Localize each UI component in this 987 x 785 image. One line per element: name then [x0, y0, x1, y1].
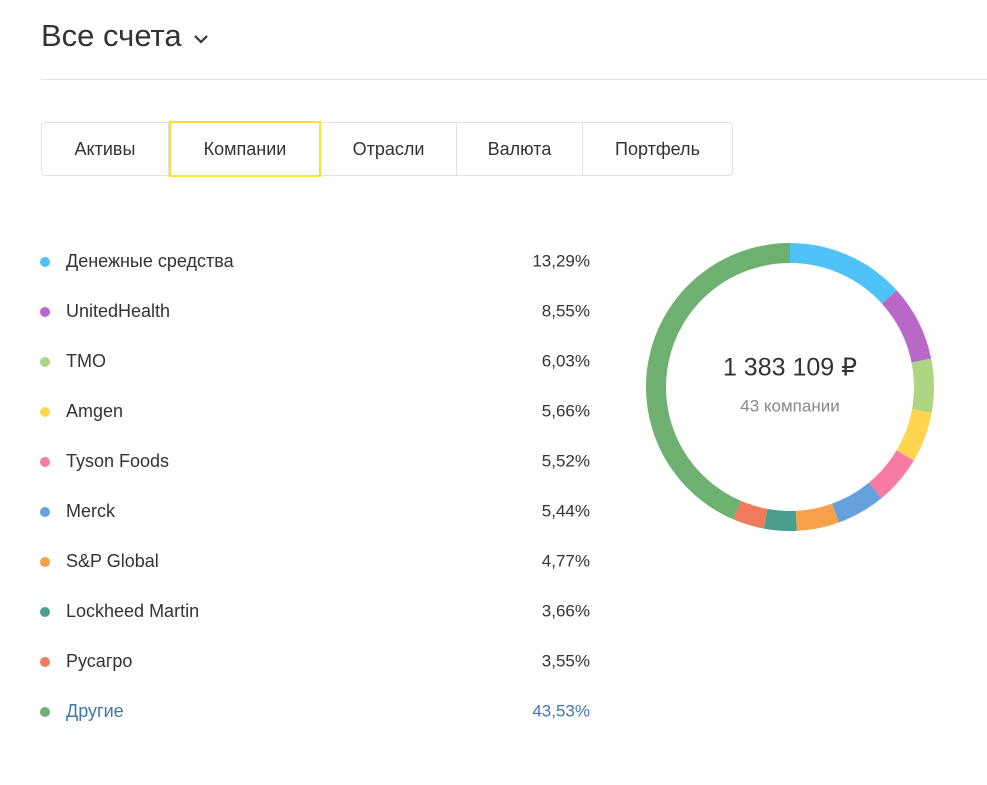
donut-total: 1 383 109 ₽: [723, 354, 857, 382]
value-label: 3,55%: [542, 651, 590, 670]
donut-segment: [896, 408, 932, 461]
legend-dot: [40, 707, 50, 717]
donut-segment: [868, 450, 914, 499]
legend-label: Merck: [66, 501, 116, 521]
donut-segment: [795, 503, 839, 531]
donut-subtitle: 43 компании: [740, 396, 839, 415]
divider: [41, 79, 987, 80]
value-label: 5,44%: [542, 501, 590, 520]
legend-label: Lockheed Martin: [66, 601, 199, 621]
legend-label: Денежные средства: [66, 251, 235, 271]
tab-bar: Активы Компании Отрасли Валюта Портфель: [41, 121, 733, 177]
donut-segment: [911, 358, 934, 413]
value-label: 5,66%: [542, 401, 590, 420]
legend-dot: [40, 507, 50, 517]
value-label: 6,03%: [542, 351, 590, 370]
legend-label: S&P Global: [66, 551, 159, 571]
donut-segment: [763, 508, 797, 531]
legend-dot: [40, 407, 50, 417]
page-title[interactable]: Все счета: [41, 18, 182, 53]
value-label: 8,55%: [542, 301, 590, 320]
legend-label: Tyson Foods: [66, 451, 169, 471]
tab[interactable]: Активы: [42, 123, 169, 175]
legend-dot: [40, 257, 50, 267]
value-label: 4,77%: [542, 551, 590, 570]
tab[interactable]: Валюта: [457, 123, 583, 175]
legend-dot: [40, 457, 50, 467]
donut-segment: [831, 482, 882, 523]
legend-label: TMO: [66, 351, 106, 371]
tab[interactable]: Портфель: [615, 139, 700, 159]
legend-dot: [40, 307, 50, 317]
donut-segment: [646, 243, 791, 520]
donut-segment: [733, 500, 768, 529]
value-label: 13,29%: [532, 251, 590, 270]
legend-dot: [40, 557, 50, 567]
legend-label[interactable]: Другие: [66, 701, 124, 721]
value-label: 3,66%: [542, 601, 590, 620]
legend-dot: [40, 357, 50, 367]
donut-segment: [881, 290, 932, 363]
legend-dot: [40, 607, 50, 617]
legend-label: UnitedHealth: [66, 301, 170, 321]
donut-segment: [789, 243, 897, 304]
legend-label: Amgen: [66, 401, 123, 421]
value-label: 5,52%: [542, 451, 590, 470]
legend-label: Русагро: [66, 651, 132, 671]
dropdown-chevron[interactable]: [192, 32, 210, 46]
tab[interactable]: Отрасли: [321, 123, 457, 175]
value-label[interactable]: 43,53%: [532, 701, 590, 720]
tab[interactable]: Компании: [169, 121, 321, 177]
legend-dot: [40, 657, 50, 667]
